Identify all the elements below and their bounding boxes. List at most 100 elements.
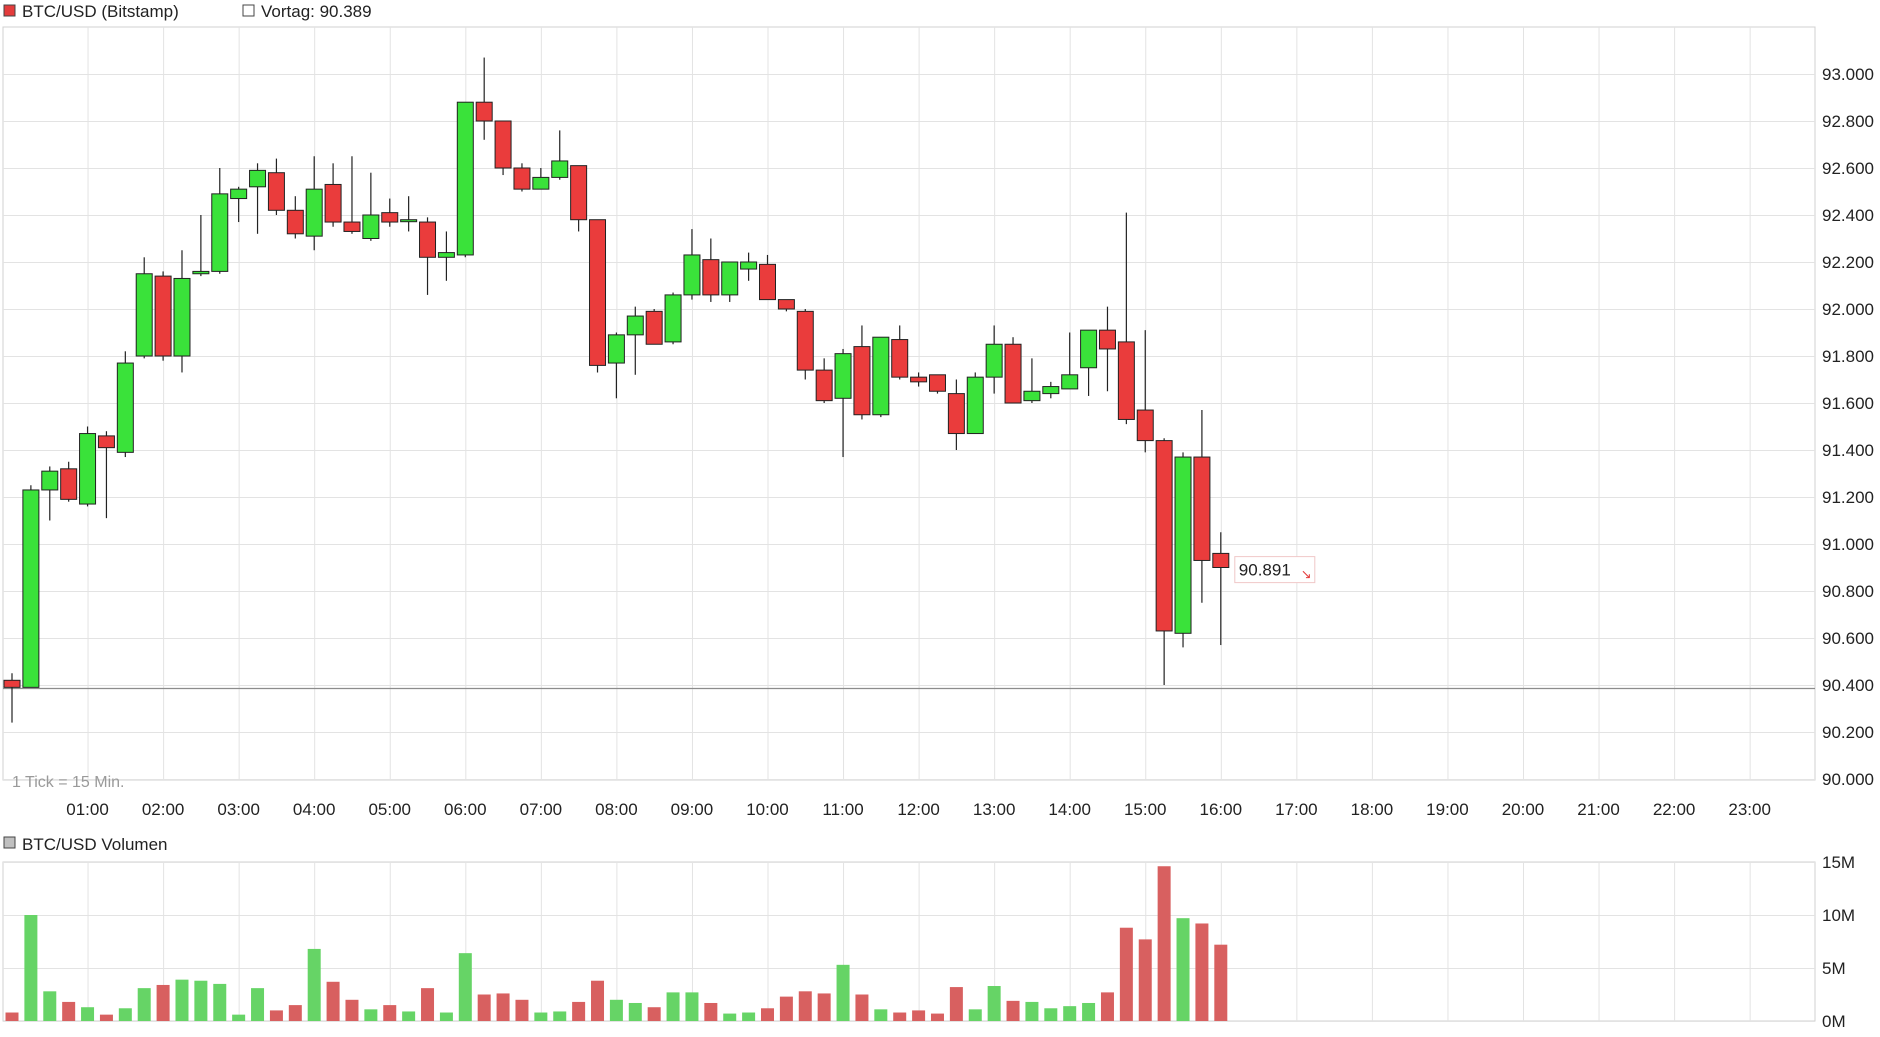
candle-body-up (626, 315, 644, 336)
y-tick-label: 90.600 (1822, 629, 1874, 648)
candlestick (3, 673, 21, 723)
y-tick-label: 92.200 (1822, 253, 1874, 272)
candlestick (267, 158, 285, 215)
candle-body-up (1023, 390, 1041, 402)
volume-bar (364, 1009, 378, 1021)
volume-bar (288, 1005, 302, 1021)
y-tick-label: 92.800 (1822, 112, 1874, 131)
x-tick-label: 07:00 (520, 800, 563, 819)
volume-bar (742, 1012, 756, 1021)
candle-body-up (249, 169, 267, 188)
interval-note: 1 Tick = 15 Min. (12, 774, 125, 791)
candlestick (1212, 532, 1230, 646)
candle-body-up (721, 261, 739, 296)
candle-body-up (532, 176, 550, 190)
candlestick (79, 426, 97, 507)
prev-close-label: Vortag: 90.389 (261, 2, 372, 21)
candlestick (1061, 332, 1079, 390)
volume-bar (1119, 927, 1133, 1021)
volume-bar (874, 1009, 888, 1021)
candlestick (947, 379, 965, 450)
volume-bar (855, 994, 869, 1021)
series-title: BTC/USD (Bitstamp) (22, 2, 179, 21)
candle-body-down (1117, 341, 1135, 420)
candlestick-series (3, 57, 1230, 723)
candle-body-up (664, 294, 682, 343)
volume-bar (118, 1008, 132, 1021)
x-tick-label: 06:00 (444, 800, 487, 819)
x-tick-label: 04:00 (293, 800, 336, 819)
volume-y-axis-labels: 15M 10M 5M 0M (1822, 853, 1855, 1031)
candlestick (626, 306, 644, 375)
candle-body-up (834, 353, 852, 399)
volume-plot-frame (2, 861, 1816, 1022)
x-tick-label: 12:00 (897, 800, 940, 819)
candle-body-down (645, 310, 663, 345)
volume-bar (175, 979, 189, 1021)
candlestick (192, 215, 210, 277)
candlestick (891, 325, 909, 380)
volume-bar (99, 1014, 113, 1021)
volume-bar (949, 987, 963, 1021)
candlestick (532, 168, 550, 190)
candlestick (966, 372, 984, 435)
candle-body-down (513, 167, 531, 190)
candle-body-up (1080, 329, 1098, 369)
volume-y-tick-label: 15M (1822, 853, 1855, 872)
y-tick-label: 90.200 (1822, 723, 1874, 742)
prev-close-legend-swatch (242, 4, 255, 17)
candlestick (872, 336, 890, 418)
candle-body-up (1174, 456, 1192, 634)
candle-body-down (796, 310, 814, 371)
candlestick (853, 325, 871, 420)
candlestick (135, 257, 153, 359)
candle-body-up (400, 219, 418, 223)
candle-body-up (1061, 374, 1079, 390)
candlestick (22, 485, 40, 688)
candlestick (683, 229, 701, 300)
volume-bar (1063, 1006, 1077, 1021)
candlestick (589, 219, 607, 373)
candlestick (721, 261, 739, 302)
x-tick-label: 21:00 (1577, 800, 1620, 819)
volume-bar (1176, 918, 1190, 1021)
down-arrow-icon: ↘ (1301, 567, 1312, 582)
volume-bar (251, 988, 265, 1021)
volume-bar (213, 983, 227, 1021)
volume-bar (515, 999, 529, 1021)
candlestick (419, 217, 437, 295)
candle-body-down (343, 221, 361, 232)
x-tick-label: 13:00 (973, 800, 1016, 819)
candle-body-down (1004, 343, 1022, 404)
volume-legend-swatch (3, 836, 16, 849)
candle-body-down (853, 346, 871, 416)
candle-body-down (3, 679, 21, 688)
y-tick-label: 92.000 (1822, 300, 1874, 319)
x-tick-label: 15:00 (1124, 800, 1167, 819)
candle-body-up (966, 376, 984, 435)
volume-bar (81, 1007, 95, 1021)
volume-bar (326, 981, 340, 1021)
candlestick (437, 231, 455, 281)
y-tick-label: 92.400 (1822, 206, 1874, 225)
candle-body-down (910, 376, 928, 383)
x-tick-label: 02:00 (142, 800, 185, 819)
volume-bar (194, 980, 208, 1021)
volume-bar (24, 915, 38, 1021)
x-tick-label: 05:00 (368, 800, 411, 819)
candle-body-down (947, 393, 965, 435)
candlestick (759, 254, 776, 301)
y-tick-label: 91.600 (1822, 394, 1874, 413)
candlestick (664, 292, 682, 345)
candle-body-down (154, 275, 172, 357)
candle-body-down (475, 101, 493, 122)
x-tick-label: 23:00 (1728, 800, 1771, 819)
candlestick (645, 309, 663, 345)
volume-bar (1157, 866, 1171, 1021)
volume-y-tick-label: 0M (1822, 1012, 1846, 1031)
candlestick (551, 130, 569, 180)
volume-bar (817, 993, 831, 1021)
candlestick (343, 156, 361, 234)
volume-bar (987, 986, 1001, 1021)
